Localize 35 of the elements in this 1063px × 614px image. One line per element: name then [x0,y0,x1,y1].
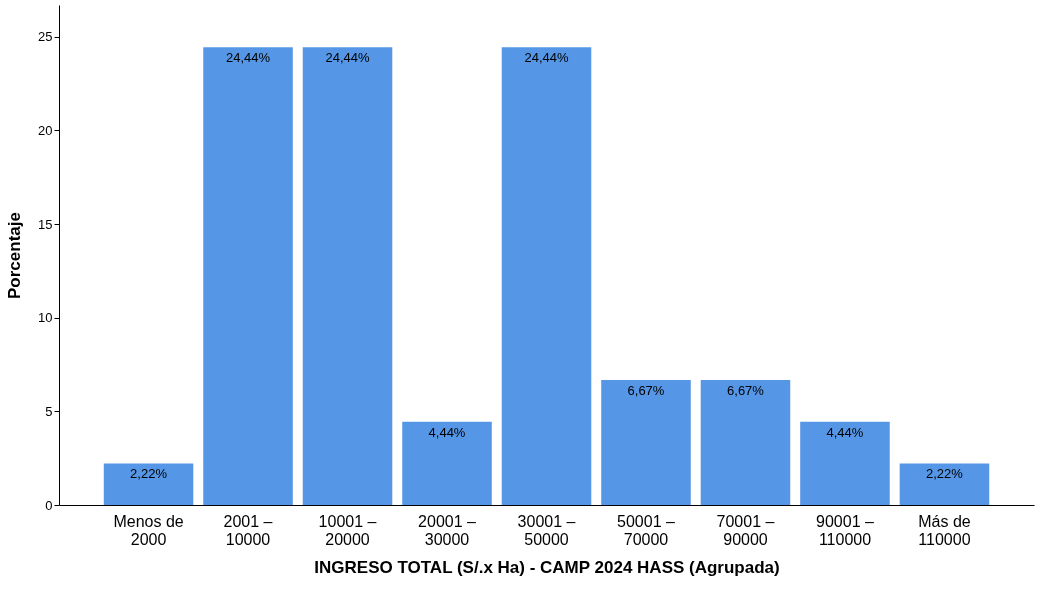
y-tick-label: 15 [38,216,53,232]
x-tick-label: 20001 – 30000 [418,512,477,548]
data-label: 4,44% [428,424,466,440]
x-tick-label: Más de 110000 [918,512,971,548]
y-tick-label: 25 [38,29,53,45]
y-tick-label: 20 [38,122,53,138]
y-tick-label: 5 [45,403,53,419]
data-label: 6,67% [727,383,765,399]
bar [103,463,194,505]
data-label: 2,22% [926,466,964,482]
data-label: 24,44% [325,50,371,66]
bar [700,380,791,505]
data-label: 24,44% [524,50,569,66]
bar [601,380,691,505]
bar [402,421,492,505]
x-tick-label: 2001 – 10000 [223,512,273,548]
y-tick-label: 10 [38,310,53,326]
bar [302,47,393,505]
data-label: 4,44% [826,424,864,440]
data-label: 6,67% [627,383,665,399]
data-label: 2,22% [130,466,168,482]
x-tick-label: 70001 – 90000 [716,512,775,548]
x-tick-label: 10001 – 20000 [318,512,377,548]
x-tick-label: 50001 – 70000 [617,512,676,548]
bar [501,47,592,505]
bar [800,421,890,505]
y-axis-title: Porcentaje [5,212,25,299]
bar [203,47,293,505]
x-tick-label: Menos de 2000 [113,512,184,548]
x-tick-label: 90001 – 110000 [816,512,874,548]
x-axis-title: INGRESO TOTAL (S/.x Ha) - CAMP 2024 HASS (Agrupada) [314,557,780,577]
data-label: 24,44% [225,50,271,66]
x-tick-label: 30001 – 50000 [517,512,576,548]
y-tick-label: 0 [45,497,53,513]
bar [899,463,990,505]
